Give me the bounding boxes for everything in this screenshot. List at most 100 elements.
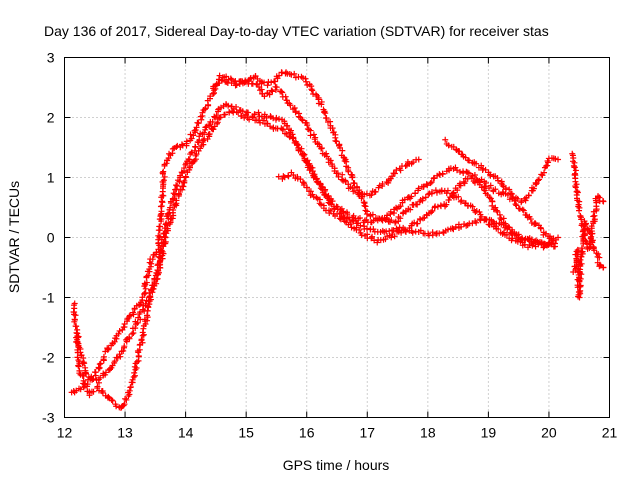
y-tick-label: 0 <box>47 230 55 246</box>
data-point <box>90 375 97 382</box>
data-point <box>298 116 305 123</box>
data-point <box>402 227 409 234</box>
data-point <box>327 207 334 214</box>
data-point <box>153 269 160 276</box>
data-point <box>90 388 97 395</box>
data-point <box>174 142 181 149</box>
data-point <box>228 76 235 83</box>
data-point <box>75 333 82 340</box>
data-point <box>227 75 234 82</box>
data-point <box>263 114 270 121</box>
data-point <box>99 389 106 396</box>
data-point <box>537 225 544 232</box>
data-point <box>178 141 185 148</box>
data-point <box>596 263 603 270</box>
data-point <box>173 182 180 189</box>
data-point <box>349 174 356 181</box>
data-point <box>139 329 146 336</box>
x-tick-label: 20 <box>541 425 557 441</box>
x-tick-label: 15 <box>238 425 254 441</box>
data-point <box>177 174 184 181</box>
data-point <box>493 207 500 214</box>
data-point <box>273 114 280 121</box>
data-point <box>519 206 526 213</box>
data-point <box>334 203 341 210</box>
data-point <box>161 173 168 180</box>
data-point <box>423 181 430 188</box>
data-point <box>185 156 192 163</box>
data-point <box>245 109 252 116</box>
data-point <box>575 203 582 210</box>
data-point <box>334 211 341 218</box>
data-point <box>323 150 330 157</box>
data-point <box>155 232 162 239</box>
data-point <box>572 184 579 191</box>
data-point <box>546 240 553 247</box>
data-point <box>600 264 607 271</box>
data-point <box>335 173 342 180</box>
data-point <box>251 111 258 118</box>
data-point <box>111 358 118 365</box>
data-point <box>415 185 422 192</box>
data-point <box>415 156 422 163</box>
data-point <box>401 196 408 203</box>
data-point <box>153 249 160 256</box>
data-point <box>247 75 254 82</box>
data-point <box>414 201 421 208</box>
data-point <box>460 178 467 185</box>
data-point <box>203 123 210 130</box>
data-point <box>225 102 232 109</box>
data-point <box>434 203 441 210</box>
data-point <box>141 307 148 314</box>
data-point <box>169 145 176 152</box>
data-point <box>520 207 527 214</box>
data-point <box>473 208 480 215</box>
data-point <box>109 397 116 404</box>
data-point <box>414 220 421 227</box>
data-point <box>449 225 456 232</box>
data-point <box>316 180 323 187</box>
data-point <box>143 279 150 286</box>
data-point <box>141 291 148 298</box>
data-point <box>291 70 298 77</box>
data-point <box>97 374 104 381</box>
y-tick-label: -2 <box>42 350 55 366</box>
data-point <box>457 182 464 189</box>
data-point <box>318 145 325 152</box>
data-point <box>126 334 133 341</box>
data-point <box>457 198 464 205</box>
data-point <box>162 228 169 235</box>
x-tick-label: 21 <box>602 425 618 441</box>
data-point <box>170 190 177 197</box>
data-point <box>191 127 198 134</box>
data-point <box>587 230 594 237</box>
data-point <box>302 157 309 164</box>
data-point <box>532 221 539 228</box>
data-point <box>267 123 274 130</box>
data-point <box>495 177 502 184</box>
data-point <box>455 193 462 200</box>
data-point <box>95 364 102 371</box>
data-point <box>81 360 88 367</box>
data-point <box>188 149 195 156</box>
data-point <box>437 202 444 209</box>
data-point <box>134 319 141 326</box>
data-point <box>129 309 136 316</box>
data-point <box>521 237 528 244</box>
data-point <box>452 223 459 230</box>
data-point <box>92 369 99 376</box>
data-point <box>576 275 583 282</box>
data-point <box>216 72 223 79</box>
data-point <box>513 231 520 238</box>
data-point <box>436 171 443 178</box>
data-point <box>409 229 416 236</box>
data-point <box>576 207 583 214</box>
data-point <box>322 191 329 198</box>
data-point <box>313 194 320 201</box>
data-point <box>369 211 376 218</box>
data-point <box>257 119 264 126</box>
data-point <box>284 122 291 129</box>
data-point <box>578 216 585 223</box>
